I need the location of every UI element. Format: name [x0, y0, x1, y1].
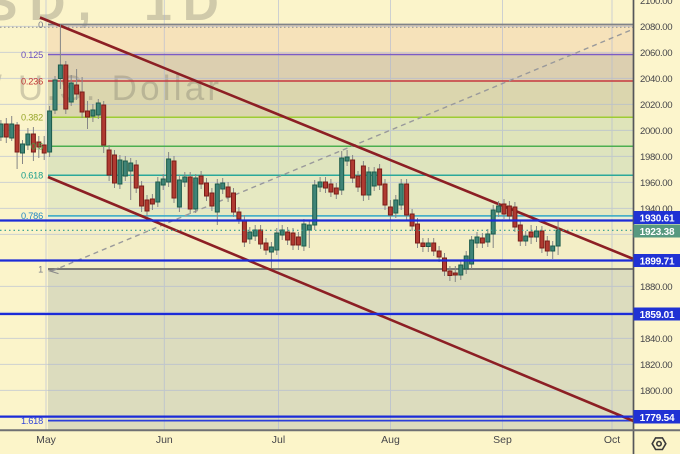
svg-text:0.236: 0.236 — [21, 76, 43, 86]
svg-text:2100.00: 2100.00 — [640, 0, 672, 7]
svg-text:2020.00: 2020.00 — [640, 100, 672, 111]
svg-text:1980.00: 1980.00 — [640, 152, 672, 163]
svg-text:1880.00: 1880.00 — [640, 282, 672, 293]
svg-text:1779.54: 1779.54 — [640, 413, 675, 424]
svg-text:0.786: 0.786 — [21, 211, 43, 221]
svg-text:0: 0 — [38, 20, 43, 30]
svg-text:Aug: Aug — [381, 434, 400, 446]
svg-text:0.382: 0.382 — [21, 113, 43, 123]
svg-text:May: May — [36, 434, 57, 446]
svg-text:0.125: 0.125 — [21, 50, 43, 60]
svg-text:1930.61: 1930.61 — [640, 214, 675, 225]
svg-text:1960.00: 1960.00 — [640, 178, 672, 189]
svg-text:Jun: Jun — [156, 434, 173, 446]
svg-text:1.618: 1.618 — [21, 416, 43, 426]
svg-text:1D: 1D — [144, 0, 230, 31]
svg-text:1820.00: 1820.00 — [640, 360, 672, 371]
svg-text:Jul: Jul — [272, 434, 285, 446]
svg-text:2000.00: 2000.00 — [640, 126, 672, 137]
svg-text:1840.00: 1840.00 — [640, 334, 672, 345]
svg-text:1859.01: 1859.01 — [640, 310, 675, 321]
svg-text:0.618: 0.618 — [21, 171, 43, 181]
svg-text:1923.38: 1923.38 — [640, 227, 675, 238]
svg-text:1899.71: 1899.71 — [640, 257, 675, 268]
svg-text:0.5: 0.5 — [31, 142, 43, 152]
svg-text:1800.00: 1800.00 — [640, 386, 672, 397]
svg-text:Oct: Oct — [604, 434, 620, 446]
svg-text:1: 1 — [38, 264, 43, 274]
svg-text:2060.00: 2060.00 — [640, 48, 672, 59]
svg-text:1940.00: 1940.00 — [640, 204, 672, 215]
svg-text:2040.00: 2040.00 — [640, 74, 672, 85]
svg-text:Sep: Sep — [493, 434, 512, 446]
svg-text:2080.00: 2080.00 — [640, 22, 672, 33]
svg-text:/ U.S. Dollar: / U.S. Dollar — [0, 69, 222, 108]
